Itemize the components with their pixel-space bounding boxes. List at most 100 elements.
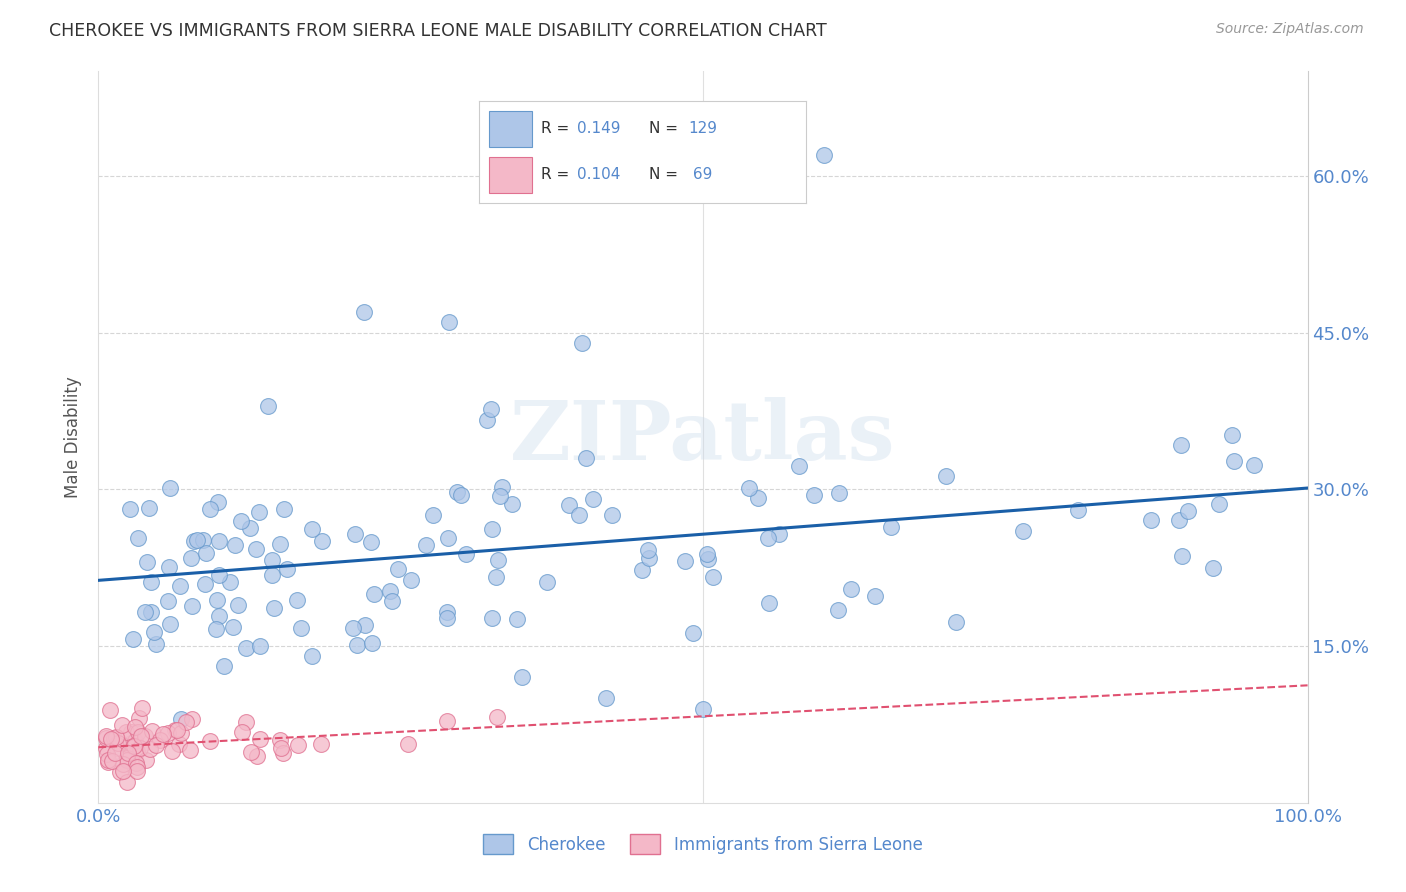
Point	[415, 539, 437, 553]
Point	[145, 637, 167, 651]
Point	[454, 547, 477, 561]
Point	[1067, 503, 1090, 517]
Point	[311, 534, 333, 549]
Point	[127, 764, 149, 778]
Point	[481, 522, 503, 536]
Point	[94, 740, 117, 755]
Point	[506, 612, 529, 626]
Point	[269, 536, 291, 550]
Point	[387, 562, 409, 576]
Point	[120, 736, 142, 750]
Y-axis label: Male Disability: Male Disability	[65, 376, 83, 498]
Point	[450, 488, 472, 502]
Point	[124, 756, 146, 771]
Point	[127, 725, 149, 739]
Point	[104, 731, 127, 745]
Point	[1139, 513, 1161, 527]
Point	[346, 638, 368, 652]
Point	[226, 598, 249, 612]
Point	[127, 759, 149, 773]
Point	[1243, 458, 1265, 472]
Point	[115, 724, 138, 739]
Point	[582, 491, 605, 506]
Point	[103, 731, 125, 746]
Point	[97, 753, 120, 767]
Point	[135, 753, 157, 767]
Point	[157, 594, 180, 608]
Point	[260, 568, 283, 582]
Point	[276, 562, 298, 576]
Point	[309, 737, 332, 751]
Point	[94, 731, 117, 745]
Point	[290, 621, 312, 635]
Point	[127, 531, 149, 545]
Point	[768, 526, 790, 541]
Point	[271, 746, 294, 760]
Point	[637, 550, 659, 565]
Point	[112, 757, 135, 772]
Point	[630, 563, 652, 577]
Point	[105, 740, 128, 755]
Point	[179, 743, 201, 757]
Point	[756, 531, 779, 545]
Point	[204, 623, 226, 637]
Point	[401, 573, 423, 587]
Point	[486, 710, 509, 724]
Point	[1220, 428, 1243, 442]
Point	[481, 611, 503, 625]
Point	[235, 640, 257, 655]
Point	[595, 691, 617, 706]
Point	[129, 729, 152, 743]
Point	[117, 753, 139, 767]
Point	[131, 701, 153, 715]
Point	[104, 746, 127, 760]
Point	[489, 489, 512, 503]
Point	[510, 670, 533, 684]
Point	[176, 715, 198, 730]
Point	[124, 720, 146, 734]
Point	[702, 570, 724, 584]
Point	[436, 714, 458, 728]
Point	[141, 724, 163, 739]
Text: ZIPatlas: ZIPatlas	[510, 397, 896, 477]
Point	[169, 737, 191, 751]
Point	[437, 531, 460, 545]
Point	[108, 765, 131, 780]
Point	[287, 738, 309, 752]
Point	[557, 498, 579, 512]
Point	[501, 497, 523, 511]
Point	[111, 764, 134, 779]
Point	[134, 729, 156, 743]
Point	[692, 702, 714, 716]
Point	[94, 729, 117, 743]
Point	[737, 481, 759, 495]
Point	[1177, 504, 1199, 518]
Point	[360, 535, 382, 549]
Point	[138, 500, 160, 515]
Point	[115, 775, 138, 789]
Point	[863, 589, 886, 603]
Point	[115, 751, 138, 765]
Point	[169, 726, 191, 740]
Point	[437, 315, 460, 329]
Point	[125, 744, 148, 758]
Legend: Cherokee, Immigrants from Sierra Leone: Cherokee, Immigrants from Sierra Leone	[477, 828, 929, 860]
Point	[224, 538, 246, 552]
Point	[575, 451, 598, 466]
Point	[1171, 549, 1194, 563]
Point	[682, 626, 704, 640]
Point	[301, 522, 323, 536]
Point	[827, 486, 849, 500]
Point	[219, 574, 242, 589]
Point	[163, 723, 186, 737]
Point	[1170, 438, 1192, 452]
Point	[235, 714, 257, 729]
Point	[1208, 497, 1230, 511]
Point	[124, 734, 146, 748]
Point	[136, 555, 159, 569]
Point	[354, 617, 377, 632]
Point	[208, 609, 231, 624]
Point	[198, 502, 221, 516]
Point	[945, 615, 967, 629]
Point	[1223, 454, 1246, 468]
